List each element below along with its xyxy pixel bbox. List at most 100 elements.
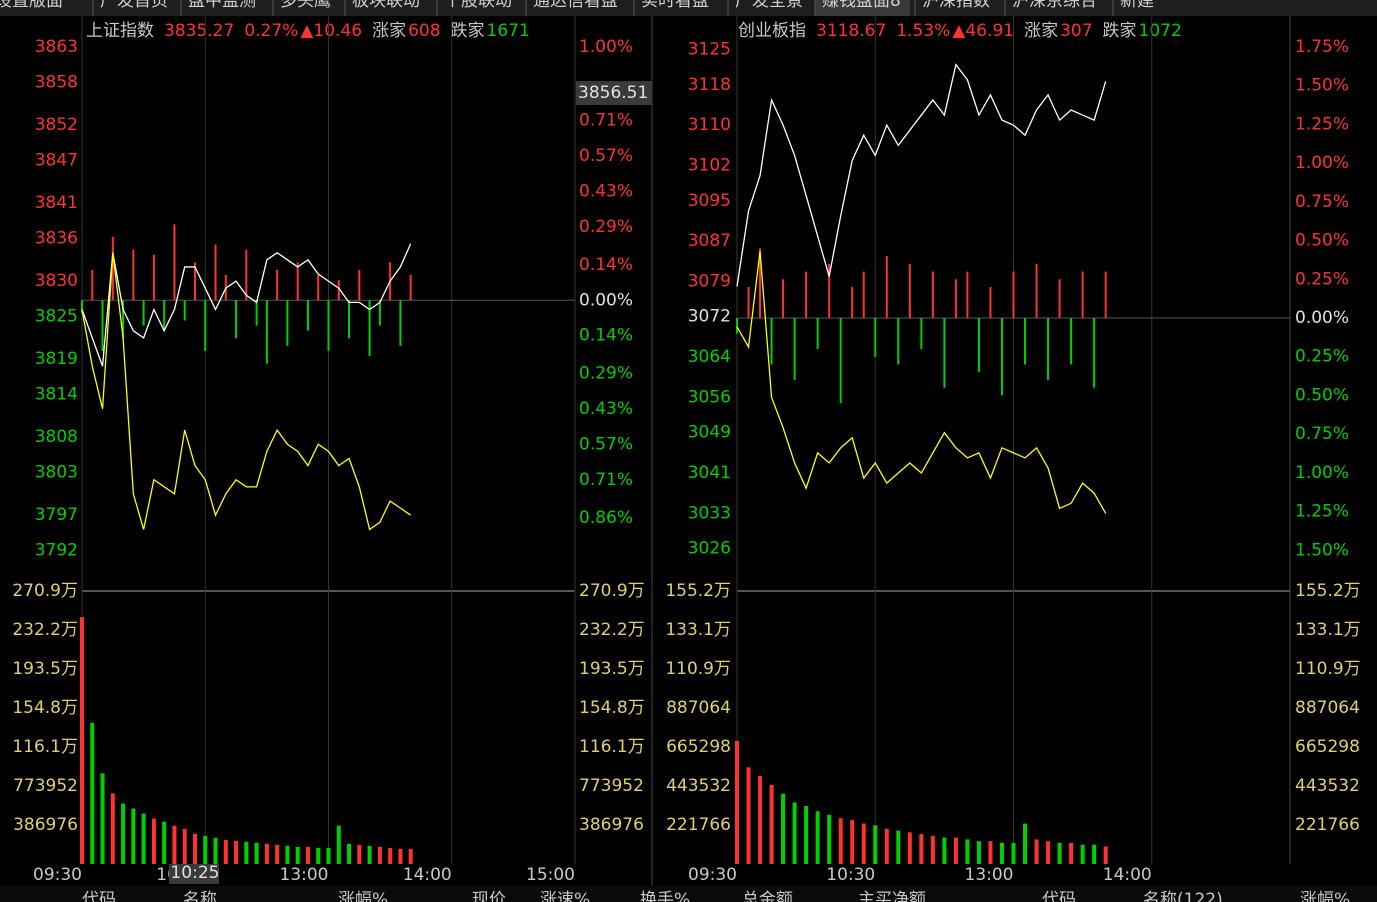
volume-tick-label: 155.2万: [1295, 581, 1361, 601]
volume-tick-label: 154.8万: [12, 698, 78, 718]
header-field: 跌家: [451, 21, 485, 41]
volume-bar: [367, 845, 372, 864]
breadth-bar: [235, 300, 238, 339]
tab[interactable]: 赚钱盘面8: [822, 0, 901, 11]
breadth-bar: [1104, 271, 1107, 318]
tab[interactable]: 沪深指数: [922, 0, 990, 11]
table-header[interactable]: 换手%: [640, 890, 690, 902]
y2-tick-label: 0.71%: [579, 470, 633, 490]
breadth-bar: [111, 236, 114, 301]
volume-bar: [884, 828, 889, 864]
breadth-bar: [1093, 318, 1096, 388]
header-field: 608: [408, 21, 440, 41]
table-header[interactable]: 代码: [1042, 890, 1076, 902]
tab[interactable]: 板块联动: [352, 0, 420, 11]
volume-bar: [110, 793, 115, 864]
tab[interactable]: 个股联动: [444, 0, 512, 11]
volume-bar: [398, 848, 403, 864]
volume-bar: [988, 841, 993, 864]
y2-tick-label: 0.50%: [1295, 385, 1349, 405]
tab[interactable]: 广发首页: [100, 0, 168, 11]
breadth-bar: [122, 300, 125, 339]
tab[interactable]: 多头鹰: [280, 0, 331, 11]
header-field: 1072: [1139, 21, 1182, 41]
breadth-bar: [245, 249, 248, 301]
tab[interactable]: 通达信看盘: [533, 0, 618, 11]
volume-bar: [930, 835, 935, 864]
table-header[interactable]: 总金额: [742, 890, 793, 902]
y-tick-label: 3792: [35, 541, 78, 561]
breadth-bar: [81, 300, 83, 313]
breadth-bar: [747, 287, 750, 318]
volume-bar: [758, 776, 763, 864]
breadth-bar: [296, 262, 299, 301]
x-tick-label: 09:30: [688, 865, 737, 885]
breadth-bar: [173, 224, 176, 301]
tab[interactable]: 盘中监测: [188, 0, 256, 11]
breadth-bar: [255, 300, 258, 326]
cursor-time-box: [168, 864, 219, 884]
volume-tick-label: 193.5万: [579, 659, 645, 679]
header-field: 1671: [487, 21, 530, 41]
table-header[interactable]: 名称: [183, 890, 217, 902]
volume-bar: [919, 834, 924, 864]
x-tick-label: 15:00: [526, 865, 575, 885]
volume-bar: [336, 825, 341, 864]
tab[interactable]: 实时看盘: [641, 0, 709, 11]
volume-tick-label: 110.9万: [1295, 659, 1361, 679]
breadth-bar: [327, 300, 330, 351]
breadth-bar: [954, 279, 957, 318]
y2-tick-label: 0.75%: [1295, 424, 1349, 444]
volume-tick-label: 773952: [579, 776, 644, 796]
breadth-bar: [989, 287, 992, 318]
table-header[interactable]: 涨速%: [540, 890, 590, 902]
tab[interactable]: 新建: [1120, 0, 1154, 11]
y-tick-label: 3836: [35, 229, 78, 249]
y2-tick-label: 0.00%: [579, 290, 633, 310]
table-header[interactable]: 涨幅%: [338, 890, 388, 902]
breadth-bar: [920, 318, 923, 349]
volume-bar: [1023, 823, 1028, 864]
volume-tick-label: 386976: [13, 815, 78, 835]
header-field: 涨家: [372, 21, 406, 41]
table-header[interactable]: 现价: [472, 890, 506, 902]
y-tick-label: 3102: [688, 155, 731, 175]
volume-bar: [162, 821, 167, 864]
breadth-bar: [1035, 263, 1038, 318]
table-header[interactable]: 名称(122): [1143, 890, 1223, 902]
breadth-bar: [770, 318, 773, 365]
y-tick-label: 3797: [35, 505, 78, 525]
volume-tick-label: 116.1万: [12, 737, 78, 757]
volume-tick-label: 232.2万: [579, 620, 645, 640]
volume-bar: [100, 773, 105, 864]
table-header[interactable]: 涨幅%: [1300, 890, 1350, 902]
breadth-bar: [908, 263, 911, 318]
breadth-bar: [399, 300, 402, 346]
price-line: [81, 243, 412, 367]
y-tick-label: 3041: [688, 463, 731, 483]
volume-bar: [781, 793, 786, 864]
tab[interactable]: 沪深京综合: [1012, 0, 1097, 11]
header-field: 创业板指: [738, 21, 806, 41]
volume-bar: [815, 811, 820, 864]
table-header[interactable]: 代码: [82, 890, 116, 902]
breadth-bar: [1058, 279, 1061, 318]
price-line: [736, 63, 1107, 287]
breadth-bar: [204, 300, 207, 351]
volume-tick-label: 386976: [579, 815, 644, 835]
table-header[interactable]: 主买净额: [858, 890, 926, 902]
breadth-bar: [265, 300, 268, 364]
breadth-bar: [805, 271, 808, 318]
x-tick-label: 10:30: [826, 865, 875, 885]
tab[interactable]: 广发全景: [735, 0, 803, 11]
header-field: 1.53%: [896, 21, 950, 41]
breadth-bar: [152, 254, 155, 301]
volume-tick-label: 887064: [1295, 698, 1360, 718]
volume-bar: [223, 839, 228, 864]
tab[interactable]: 设置版面: [0, 0, 63, 11]
volume-tick-label: 232.2万: [12, 620, 78, 640]
x-tick-label: 13:00: [280, 865, 329, 885]
breadth-bar: [132, 249, 135, 301]
header-field: 0.27%: [244, 21, 298, 41]
